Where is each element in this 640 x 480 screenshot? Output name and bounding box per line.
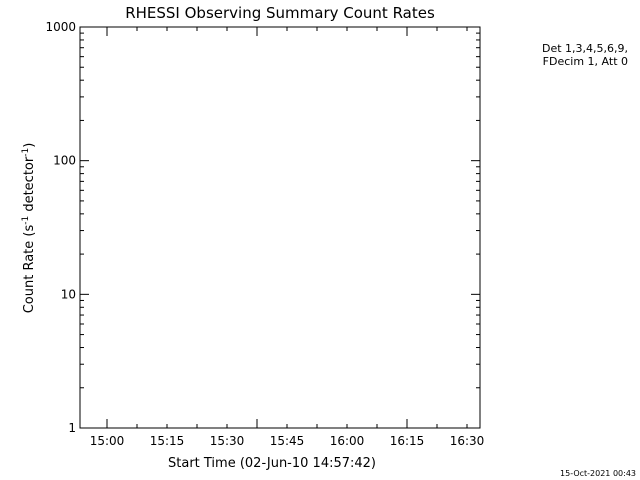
legend-header-1: Det 1,3,4,5,6,9, [542,42,628,55]
y-tick-label: 1000 [45,20,76,34]
x-tick-label: 16:30 [450,434,485,448]
legend-header-2: FDecim 1, Att 0 [543,55,628,68]
x-tick-label: 16:15 [390,434,425,448]
x-tick-label: 15:00 [90,434,125,448]
y-tick-label: 10 [61,287,76,301]
footer-date: 15-Oct-2021 00:43 [560,469,636,478]
chart-title: RHESSI Observing Summary Count Rates [125,4,435,22]
y-tick-label: 1 [68,421,76,435]
y-axis-label: Count Rate (s-1 detector-1) [21,143,37,314]
plot-frame [79,26,481,429]
x-axis-label: Start Time (02-Jun-10 14:57:42) [168,456,376,471]
x-tick-label: 15:15 [150,434,185,448]
x-tick-label: 15:30 [210,434,245,448]
legend: Det 1,3,4,5,6,9, FDecim 1, Att 0 [542,42,628,68]
x-tick-label: 15:45 [270,434,305,448]
x-tick-label: 16:00 [330,434,365,448]
y-tick-label: 100 [53,154,76,168]
